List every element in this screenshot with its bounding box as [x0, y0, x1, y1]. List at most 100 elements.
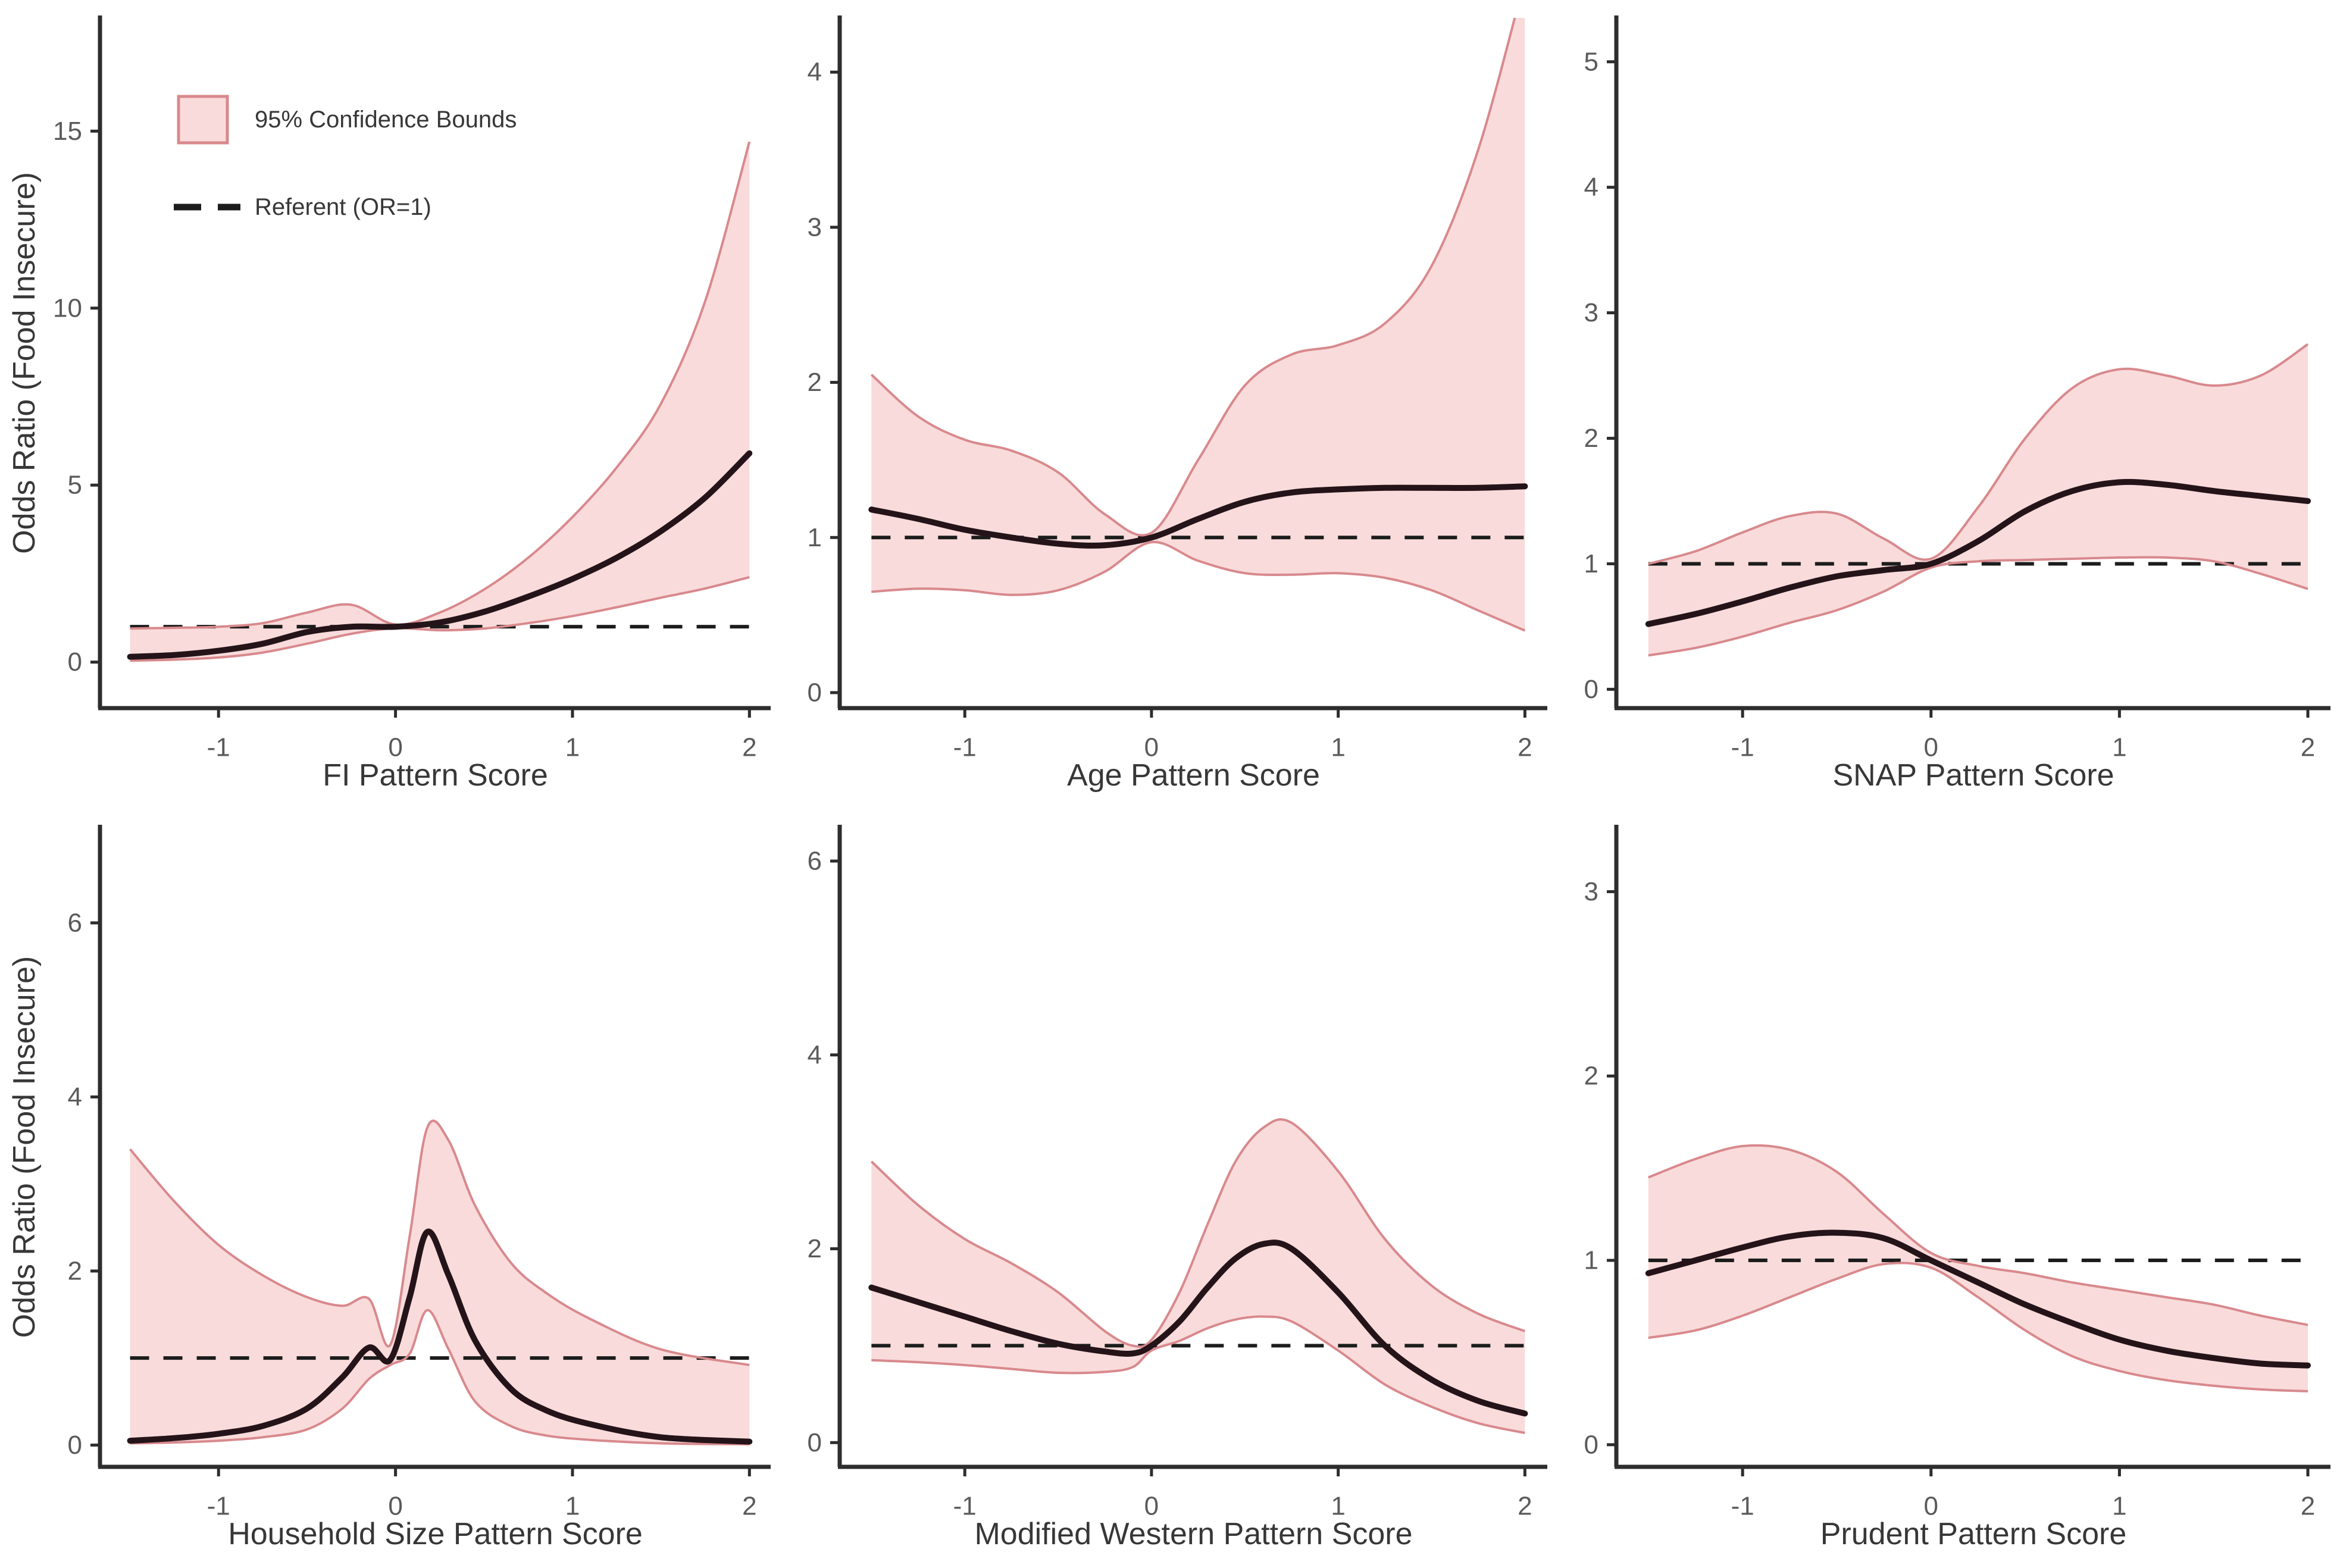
y-tick-label: 4 — [808, 58, 822, 87]
estimate-line — [127, 1228, 753, 1445]
y-tick-label: 0 — [68, 647, 82, 677]
panel-cell-western: 0 2 4 6 -1 0 1 2 Modified Western Pattern Score — [780, 809, 1557, 1568]
x-tick-label: 2 — [1518, 733, 1532, 762]
panel-cell-household: 0 2 4 6 -1 0 1 2 Household Size Pattern Score Odd… — [0, 809, 780, 1568]
y-tick-label: 3 — [1584, 298, 1598, 327]
y-tick-label: 4 — [1584, 173, 1598, 202]
confidence-ribbon — [1648, 1145, 2308, 1391]
prudent-pattern-panel: 0 1 2 3 -1 0 1 2 Prudent Pattern Score — [1584, 825, 2330, 1551]
y-tick-label: 2 — [68, 1256, 82, 1285]
lower-bound-line — [130, 1309, 750, 1445]
y-tick-label: 1 — [808, 523, 822, 552]
y-tick-label: 10 — [53, 293, 82, 323]
estimate-line — [868, 1240, 1528, 1417]
legend-referent-label: Referent (OR=1) — [255, 194, 431, 220]
x-tick-label: 1 — [565, 733, 580, 762]
x-tick-label: -1 — [1731, 1492, 1754, 1521]
upper-bound-line — [870, 1118, 1526, 1348]
plot-area — [868, 1118, 1528, 1434]
x-tick-label: 1 — [1331, 733, 1345, 762]
estimate-line — [868, 483, 1528, 549]
age-pattern-panel: 0 1 2 3 4 -1 0 1 2 Age Pattern Score — [808, 15, 1547, 793]
legend-confidence-label: 95% Confidence Bounds — [255, 107, 517, 133]
x-tick-label: 2 — [1518, 1492, 1532, 1521]
y-tick-label: 0 — [1584, 1430, 1598, 1459]
y-tick-label: 1 — [1584, 549, 1598, 578]
lower-bound-line — [130, 575, 750, 662]
y-tick-label: 15 — [53, 117, 82, 146]
estimate-line — [1645, 1229, 2311, 1369]
y-tick-label: 0 — [808, 1428, 822, 1457]
x-tick-label: -1 — [1731, 733, 1754, 762]
upper-bound-line — [130, 141, 751, 630]
x-tick-label: 2 — [742, 733, 756, 762]
legend-confidence-swatch — [177, 95, 229, 145]
y-tick-label: 4 — [68, 1082, 82, 1112]
lower-bound-line — [871, 1315, 1525, 1434]
y-tick-label: 0 — [808, 678, 822, 707]
y-tick-label: 0 — [1584, 675, 1598, 704]
y-tick-label: 3 — [1584, 877, 1598, 906]
x-axis-title: Age Pattern Score — [1067, 758, 1320, 793]
y-tick-label: 4 — [808, 1040, 822, 1069]
panel-cell-prudent: 0 1 2 3 -1 0 1 2 Prudent Pattern Score — [1557, 809, 2340, 1568]
x-tick-label: 0 — [1924, 733, 1938, 762]
confidence-ribbon — [871, 1119, 1525, 1433]
x-tick-label: -1 — [953, 733, 977, 762]
x-tick-label: 0 — [1144, 1492, 1159, 1521]
y-tick-label: 2 — [808, 368, 822, 397]
modified-western-pattern-panel: 0 2 4 6 -1 0 1 2 Modified Western Pattern Score — [808, 825, 1547, 1551]
x-tick-label: 0 — [388, 1492, 402, 1521]
x-tick-label: -1 — [207, 733, 230, 762]
snap-pattern-panel: 0 1 2 3 4 5 -1 0 1 2 SNAP Pattern Score — [1584, 15, 2330, 793]
x-tick-label: -1 — [207, 1492, 230, 1521]
plot-area — [127, 1119, 753, 1445]
y-tick-label: 5 — [1584, 47, 1598, 76]
x-tick-label: 1 — [2112, 1492, 2126, 1521]
lower-bound-line — [871, 540, 1526, 632]
y-tick-label: 1 — [1584, 1246, 1598, 1275]
panel-cell-fi: 0 5 10 15 -1 0 1 2 FI Pattern Score Odds Ratio (F… — [0, 0, 780, 809]
upper-bound-line — [1648, 1144, 2308, 1326]
x-tick-label: 0 — [388, 733, 402, 762]
upper-bound-line — [870, 18, 1516, 537]
x-tick-label: 1 — [2112, 733, 2126, 762]
x-tick-label: -1 — [953, 1492, 977, 1521]
plot-area — [127, 141, 753, 662]
x-tick-label: 1 — [565, 1492, 580, 1521]
confidence-ribbon — [871, 18, 1525, 631]
panel-cell-snap: 0 1 2 3 4 5 -1 0 1 2 SNAP Pattern Score — [1557, 0, 2340, 809]
household-size-pattern-panel: 0 2 4 6 -1 0 1 2 Household Size Pattern Score Odd… — [7, 825, 771, 1551]
y-tick-label: 5 — [68, 471, 82, 500]
confidence-ribbon — [1648, 344, 2308, 656]
x-tick-label: 2 — [742, 1492, 756, 1521]
y-tick-label: 6 — [808, 847, 822, 876]
x-tick-label: 0 — [1144, 733, 1159, 762]
panel-cell-age: 0 1 2 3 4 -1 0 1 2 Age Pattern Score — [780, 0, 1557, 809]
y-tick-label: 6 — [68, 908, 82, 937]
y-tick-label: 2 — [808, 1234, 822, 1263]
plot-area — [1645, 343, 2311, 657]
estimate-line — [1645, 478, 2311, 627]
y-axis-title: Odds Ratio (Food Insecure) — [7, 956, 42, 1338]
x-tick-label: 1 — [1331, 1492, 1345, 1521]
upper-bound-line — [1648, 343, 2309, 565]
lower-bound-line — [1648, 1262, 2308, 1392]
plot-area — [868, 18, 1528, 632]
x-axis-title: SNAP Pattern Score — [1832, 758, 2114, 793]
x-axis-title: Household Size Pattern Score — [228, 1517, 643, 1551]
lower-bound-line — [1648, 556, 2308, 657]
y-axis-title: Odds Ratio (Food Insecure) — [7, 172, 42, 554]
x-tick-label: 2 — [2301, 733, 2315, 762]
legend: 95% Confidence Bounds Referent (OR=1) — [174, 95, 517, 220]
upper-bound-line — [129, 1119, 750, 1366]
x-axis-title: FI Pattern Score — [323, 758, 548, 793]
x-axis-title: Prudent Pattern Score — [1820, 1517, 2127, 1551]
y-tick-label: 2 — [1584, 424, 1598, 453]
y-tick-label: 0 — [68, 1431, 82, 1460]
x-axis-title: Modified Western Pattern Score — [974, 1517, 1412, 1551]
confidence-ribbon — [130, 1121, 750, 1444]
x-tick-label: 0 — [1924, 1492, 1938, 1521]
x-tick-label: 2 — [2301, 1492, 2315, 1521]
